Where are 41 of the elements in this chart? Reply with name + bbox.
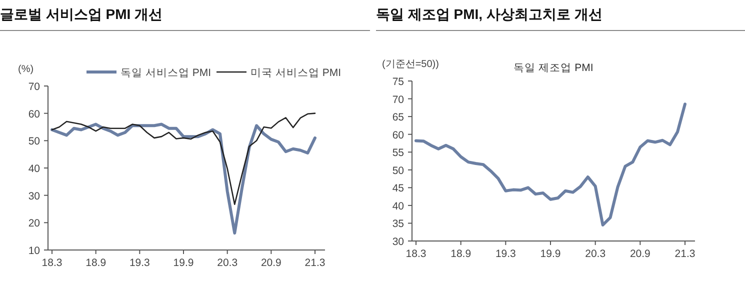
x-tick-label: 19.9 <box>173 257 194 269</box>
y-tick-label: 35 <box>392 218 404 230</box>
x-tick-label: 20.9 <box>260 257 282 269</box>
legend-label: 독일 서비스업 PMI <box>120 67 212 79</box>
x-tick-label: 20.3 <box>585 248 606 260</box>
y-axis-title: (기준선=50)) <box>382 59 439 70</box>
y-tick-label: 40 <box>28 163 40 175</box>
y-axis-title: (%) <box>18 64 34 75</box>
y-tick-label: 60 <box>392 129 404 142</box>
x-tick-label: 18.3 <box>406 248 426 260</box>
x-tick-label: 19.3 <box>495 248 516 260</box>
x-tick-label: 19.3 <box>129 257 150 269</box>
x-tick-label: 19.9 <box>540 248 561 260</box>
text: 독일 제조업 PMI <box>514 62 594 74</box>
y-tick-label: 30 <box>28 190 40 202</box>
y-tick-label: 45 <box>392 182 404 195</box>
line-series <box>50 122 316 235</box>
y-tick-label: 40 <box>392 200 404 212</box>
y-tick-label: 75 <box>392 76 404 88</box>
y-tick-label: 50 <box>392 164 404 177</box>
y-tick-label: 60 <box>28 108 40 120</box>
x-tick-label: 18.9 <box>86 257 106 269</box>
chart-title: 글로벌 서비스업 PMI 개선 <box>0 6 370 31</box>
y-tick-label: 70 <box>392 94 404 106</box>
y-tick-label: 30 <box>392 236 404 248</box>
line-series <box>414 102 686 226</box>
y-tick-label: 10 <box>28 245 40 257</box>
y-tick-label: 65 <box>392 112 404 124</box>
chart-title: 독일 제조업 PMI, 사상최고치로 개선 <box>376 6 745 31</box>
y-tick-label: 50 <box>28 136 40 148</box>
y-tick-label: 20 <box>28 218 40 230</box>
y-tick-label: 70 <box>28 81 40 93</box>
x-tick-label: 20.9 <box>630 248 651 260</box>
x-tick-label: 18.3 <box>42 257 62 269</box>
x-tick-label: 21.3 <box>674 248 696 260</box>
legend-label: 미국 서비스업 PMI <box>250 67 342 79</box>
y-tick-label: 55 <box>392 147 404 160</box>
line-series <box>51 112 316 205</box>
x-tick-label: 20.3 <box>217 257 238 269</box>
x-tick-label: 18.9 <box>450 248 472 260</box>
x-tick-label: 21.3 <box>304 257 326 269</box>
